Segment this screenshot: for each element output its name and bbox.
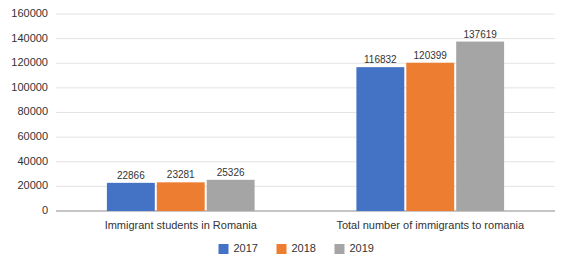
- grid-line: [56, 14, 555, 15]
- y-tick-label: 160000: [11, 7, 48, 19]
- bar: [107, 183, 155, 211]
- chart-container: 0 20000 40000 60000 80000 100000 120000 140000 1…: [0, 0, 567, 263]
- legend-swatch: [219, 244, 229, 254]
- bar: [356, 67, 404, 211]
- legend-swatch: [335, 244, 345, 254]
- data-label: 25326: [217, 167, 245, 178]
- y-tick-label: 0: [42, 204, 48, 216]
- bars: [107, 42, 504, 211]
- data-labels: 22866 116832 23281 120399 25326 137619: [117, 29, 497, 181]
- x-axis: Immigrant students in Romania Total numbe…: [105, 219, 525, 231]
- y-axis: 0 20000 40000 60000 80000 100000 120000 140000 1…: [11, 7, 555, 216]
- data-label: 137619: [463, 29, 497, 40]
- y-tick-label: 60000: [17, 130, 48, 142]
- y-tick-label: 40000: [17, 155, 48, 167]
- data-label: 116832: [364, 54, 397, 65]
- chart-svg: 0 20000 40000 60000 80000 100000 120000 140000 1…: [0, 0, 567, 263]
- bar: [157, 182, 205, 211]
- legend: 2017 2018 2019: [219, 242, 374, 254]
- legend-swatch: [277, 244, 287, 254]
- x-tick-label: Total number of immigrants to romania: [336, 219, 525, 231]
- y-tick-label: 20000: [17, 179, 48, 191]
- legend-label: 2018: [292, 242, 316, 254]
- legend-label: 2019: [350, 242, 374, 254]
- y-tick-label: 120000: [11, 56, 48, 68]
- bar: [207, 180, 255, 211]
- y-tick-label: 100000: [11, 81, 48, 93]
- data-label: 23281: [167, 169, 195, 180]
- data-label: 120399: [414, 50, 448, 61]
- x-tick-label: Immigrant students in Romania: [105, 219, 258, 231]
- data-label: 22866: [117, 170, 145, 181]
- y-tick-label: 80000: [17, 105, 48, 117]
- y-tick-label: 140000: [11, 32, 48, 44]
- bar: [456, 42, 504, 211]
- bar: [406, 63, 454, 211]
- legend-label: 2017: [234, 242, 258, 254]
